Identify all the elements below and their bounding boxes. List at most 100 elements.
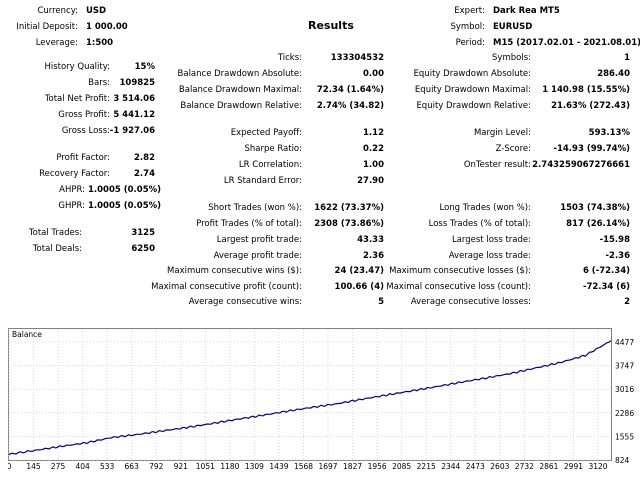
x-tick-label: 145 [26, 462, 41, 470]
total-deals-value: 6250 [131, 244, 155, 254]
chart-title: Balance [12, 330, 42, 339]
equity-dd-abs-label: Equity Drawdown Absolute: [413, 69, 531, 79]
profit-factor-label: Profit Factor: [56, 153, 110, 163]
y-tick-label: 4477 [615, 338, 634, 347]
short-trades-value: 1622 (73.37%) [314, 203, 384, 213]
period-label: Period: [455, 38, 485, 48]
ahpr-value: 1.0005 (0.05%) [88, 185, 162, 195]
max-cons-loss-label: Maximal consecutive loss (count): [386, 282, 531, 292]
x-tick-label: 1051 [196, 462, 215, 470]
ontester-result-label: OnTester result: [463, 160, 531, 170]
max-cons-profit-value: 100.66 (4) [334, 282, 384, 292]
avg-cons-losses-value: 2 [624, 297, 630, 307]
y-tick-label: 3747 [615, 362, 634, 371]
x-tick-label: 1309 [245, 462, 264, 470]
avg-loss-label: Average loss trade: [448, 251, 531, 261]
recovery-factor-value: 2.74 [134, 169, 155, 179]
long-trades-label: Long Trades (won %): [439, 203, 532, 213]
history-quality-value: 15% [134, 62, 155, 72]
leverage-value: 1:500 [86, 38, 114, 48]
y-tick-label: 2286 [615, 409, 634, 418]
ticks-value: 133304532 [330, 53, 384, 63]
results-title: Results [308, 19, 354, 32]
max-cons-wins-label: Maximum consecutive wins ($): [167, 266, 302, 276]
gross-profit-value: 5 441.12 [113, 110, 155, 120]
x-tick-label: 2344 [441, 462, 460, 470]
expert-label: Expert: [454, 6, 485, 16]
x-tick-label: 1956 [368, 462, 387, 470]
max-cons-losses-label: Maximum consecutive losses ($): [389, 266, 531, 276]
profit-trades-label: Profit Trades (% of total): [196, 219, 302, 229]
gross-loss-value: -1 927.06 [109, 126, 155, 136]
balance-chart: 0 145 275 404 533 663 792 921 1051 1180 1309 1439 15… [8, 328, 634, 470]
total-net-profit-label: Total Net Profit: [44, 94, 110, 104]
balance-dd-max-label: Balance Drawdown Maximal: [178, 85, 302, 95]
total-net-profit-value: 3 514.06 [113, 94, 155, 104]
history-quality-label: History Quality: [44, 62, 110, 72]
y-tick-label: 3016 [615, 385, 634, 394]
x-tick-label: 3120 [588, 462, 607, 470]
expert-value: Dark Rea MT5 [493, 6, 560, 16]
symbols-value: 1 [624, 53, 630, 63]
x-tick-label: 533 [100, 462, 115, 470]
expected-payoff-label: Expected Payoff: [230, 128, 302, 138]
avg-profit-label: Average profit trade: [213, 251, 302, 261]
gross-profit-label: Gross Profit: [58, 110, 110, 120]
y-axis: 4477 3747 3016 2286 1555 824 [615, 338, 634, 465]
balance-dd-abs-value: 0.00 [363, 69, 384, 79]
period-value: M15 (2017.02.01 - 2021.08.01) [493, 38, 640, 48]
symbol-value: EURUSD [493, 22, 533, 32]
symbol-label: Symbol: [450, 22, 485, 32]
avg-loss-value: -2.36 [605, 251, 631, 261]
symbols-label: Symbols: [492, 53, 531, 63]
max-cons-wins-value: 24 (23.47) [334, 266, 384, 276]
lr-correlation-label: LR Correlation: [238, 160, 302, 170]
recovery-factor-label: Recovery Factor: [39, 169, 110, 179]
avg-cons-wins-value: 5 [378, 297, 384, 307]
x-tick-label: 663 [125, 462, 140, 470]
ghpr-value: 1.0005 (0.05%) [88, 201, 162, 211]
max-cons-loss-value: -72.34 (6) [582, 282, 630, 292]
x-tick-label: 792 [149, 462, 164, 470]
avg-cons-wins-label: Average consecutive wins: [188, 297, 302, 307]
x-tick-label: 1439 [269, 462, 288, 470]
currency-label: Currency: [37, 6, 78, 16]
x-tick-label: 2991 [564, 462, 583, 470]
equity-dd-max-label: Equity Drawdown Maximal: [414, 85, 531, 95]
x-axis: 0 145 275 404 533 663 792 921 1051 1180 1309 1439 15… [8, 462, 608, 470]
max-cons-profit-label: Maximal consecutive profit (count): [151, 282, 302, 292]
sharpe-ratio-value: 0.22 [363, 144, 384, 154]
x-tick-label: 921 [174, 462, 189, 470]
max-cons-losses-value: 6 (-72.34) [582, 266, 630, 276]
ahpr-label: AHPR: [59, 185, 85, 195]
x-tick-label: 404 [75, 462, 90, 470]
balance-dd-abs-label: Balance Drawdown Absolute: [177, 69, 302, 79]
equity-dd-max-value: 1 140.98 (15.55%) [542, 85, 630, 95]
short-trades-label: Short Trades (won %): [208, 203, 302, 213]
largest-loss-value: -15.98 [599, 235, 630, 245]
balance-dd-max-value: 72.34 (1.64%) [316, 85, 384, 95]
loss-trades-label: Loss Trades (% of total): [428, 219, 531, 229]
ticks-label: Ticks: [277, 53, 302, 63]
y-tick-label: 824 [615, 456, 630, 465]
gross-loss-label: Gross Loss: [61, 126, 110, 136]
balance-dd-rel-label: Balance Drawdown Relative: [180, 101, 302, 111]
x-tick-label: 1180 [220, 462, 239, 470]
loss-trades-value: 817 (26.14%) [566, 219, 630, 229]
z-score-value: -14.93 (99.74%) [553, 144, 630, 154]
balance-dd-rel-value: 2.74% (34.82) [316, 101, 384, 111]
x-tick-label: 2732 [515, 462, 534, 470]
total-trades-label: Total Trades: [28, 228, 82, 238]
lr-std-error-label: LR Standard Error: [223, 176, 302, 186]
largest-profit-label: Largest profit trade: [216, 235, 302, 245]
avg-profit-value: 2.36 [363, 251, 384, 261]
x-tick-label: 2085 [392, 462, 411, 470]
x-tick-label: 1827 [343, 462, 362, 470]
largest-profit-value: 43.33 [357, 235, 384, 245]
sharpe-ratio-label: Sharpe Ratio: [244, 144, 303, 154]
profit-trades-value: 2308 (73.86%) [314, 219, 384, 229]
profit-factor-value: 2.82 [134, 153, 155, 163]
x-tick-label: 2861 [539, 462, 558, 470]
ghpr-label: GHPR: [58, 201, 85, 211]
bars-label: Bars: [88, 78, 110, 88]
